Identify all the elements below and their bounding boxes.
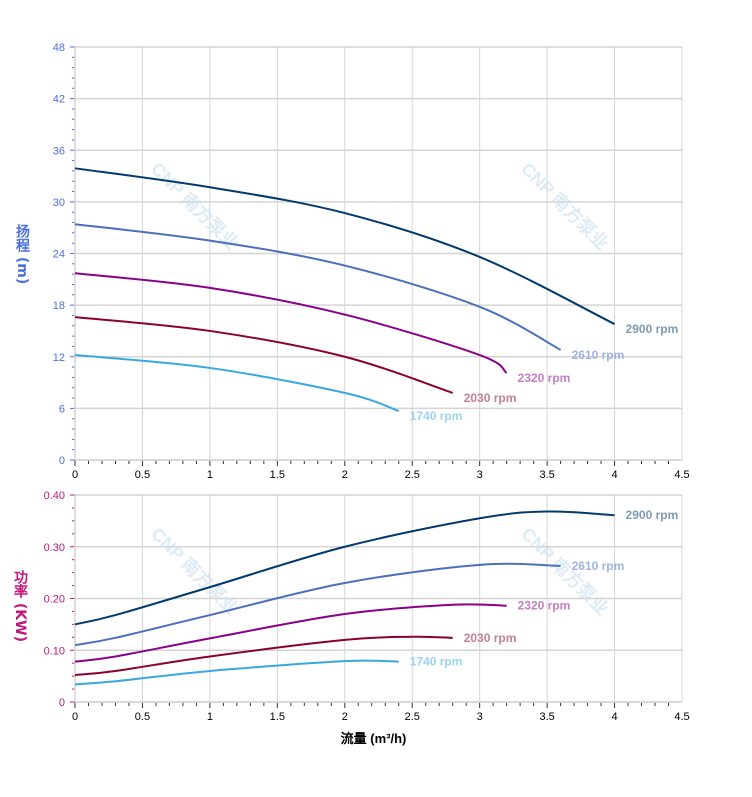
curve-1740-rpm (74, 659, 399, 686)
x-tick-label: 2.5 (405, 711, 420, 723)
x-tick-label: 1.5 (270, 469, 285, 481)
watermark-logo: CNP 南方泵业 (517, 158, 613, 254)
curve-label: 2900 rpm (626, 508, 679, 522)
y-tick-label: 30 (53, 197, 65, 209)
x-tick-label: 2 (342, 711, 348, 723)
curve-2610-rpm (74, 223, 562, 351)
x-tick-label: 4.5 (674, 711, 689, 723)
y-tick-label: 36 (53, 145, 65, 157)
curve-label: 2320 rpm (518, 599, 571, 613)
y-tick-label: 0.40 (44, 490, 65, 502)
curve-label: 1740 rpm (410, 409, 463, 423)
x-tick-label: 2.5 (405, 469, 420, 481)
curve-label: 1740 rpm (410, 655, 463, 669)
watermark-logo: CNP 南方泵业 (147, 158, 243, 254)
curve-2320-rpm (74, 272, 508, 374)
x-tick-label: 0 (72, 469, 78, 481)
x-tick-label: 0.5 (135, 469, 150, 481)
power-chart: 0 0.5 1 1.5 2 2.5 3 3.5 4 4.5 0 0.10 0.20 0.30 0.40 流量 … (44, 490, 690, 746)
watermark-logo: CNP 南方泵业 (147, 523, 243, 619)
curve-2030-rpm (74, 316, 454, 394)
x-tick-label: 3 (477, 469, 483, 481)
curve-label: 2320 rpm (518, 371, 571, 385)
x-tick-label: 3.5 (539, 711, 554, 723)
curve-label: 2610 rpm (572, 348, 625, 362)
curve-2900-rpm (74, 510, 615, 626)
x-tick-label: 4.5 (674, 469, 689, 481)
x-tick-label: 0 (72, 711, 78, 723)
y-tick-label: 24 (53, 249, 65, 261)
y-tick-label: 0.10 (44, 645, 65, 657)
curve-label: 2610 rpm (572, 559, 625, 573)
y-tick-label: 0.30 (44, 542, 65, 554)
power-y-axis-label: 功率 (KW) (12, 570, 28, 642)
x-axis-label: 流量 (m³/h) (341, 731, 407, 746)
y-tick-label: 6 (59, 403, 65, 415)
x-tick-label: 1 (207, 469, 213, 481)
x-tick-label: 2 (342, 469, 348, 481)
head-y-axis-label: 扬程 (m) (14, 224, 30, 285)
curve-label: 2030 rpm (464, 631, 517, 645)
x-tick-label: 3 (477, 711, 483, 723)
y-tick-label: 0 (59, 455, 65, 467)
y-tick-label: 48 (53, 42, 65, 54)
y-tick-label: 18 (53, 300, 65, 312)
curve-1740-rpm (74, 354, 400, 412)
y-tick-label: 12 (53, 352, 65, 364)
x-tick-label: 3.5 (539, 469, 554, 481)
curve-2610-rpm (74, 562, 561, 647)
curve-2030-rpm (74, 635, 453, 677)
x-tick-label: 0.5 (135, 711, 150, 723)
x-tick-label: 4 (611, 469, 617, 481)
y-tick-label: 42 (53, 94, 65, 106)
head-chart: 0 0.5 1 1.5 2 2.5 3 3.5 4 4.5 0 6 12 18 24 30 36 42 48 CNP … (53, 42, 690, 481)
curve-label: 2030 rpm (464, 391, 517, 405)
y-tick-label: 0 (59, 697, 65, 709)
curve-2320-rpm (74, 603, 507, 663)
x-tick-label: 4 (611, 711, 617, 723)
curve-label: 2900 rpm (626, 322, 679, 336)
curve-2900-rpm (74, 167, 616, 325)
y-tick-label: 0.20 (44, 594, 65, 606)
x-tick-label: 1 (207, 711, 213, 723)
x-tick-label: 1.5 (270, 711, 285, 723)
